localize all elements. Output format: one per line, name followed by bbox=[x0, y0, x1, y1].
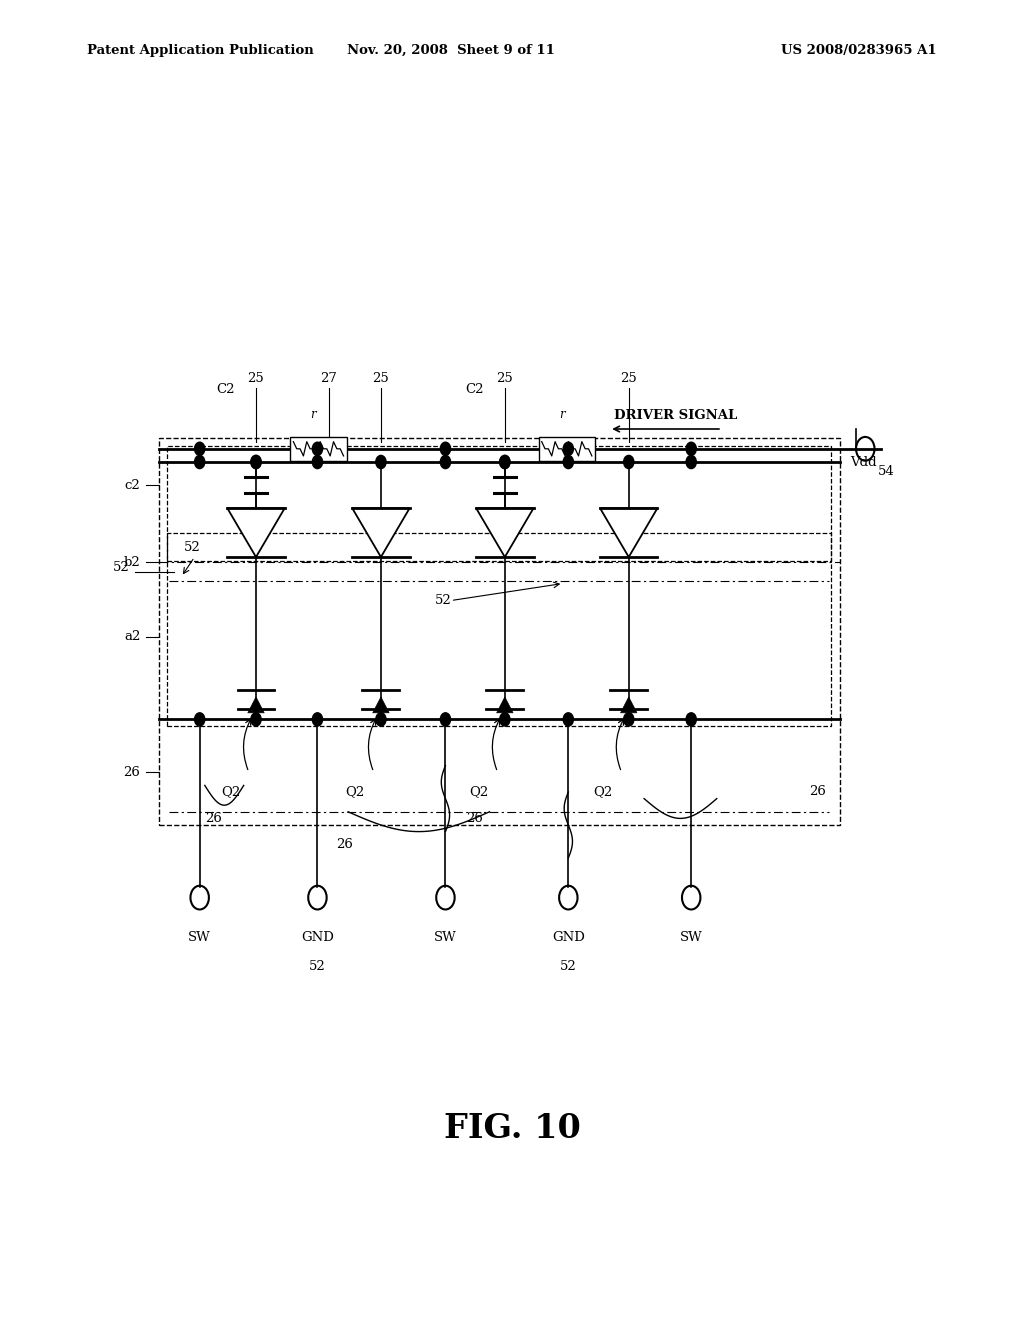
Text: r: r bbox=[559, 408, 564, 421]
Text: GND: GND bbox=[552, 931, 585, 944]
Text: DRIVER SIGNAL: DRIVER SIGNAL bbox=[614, 409, 737, 422]
Circle shape bbox=[195, 455, 205, 469]
Circle shape bbox=[376, 713, 386, 726]
Circle shape bbox=[251, 455, 261, 469]
Text: GND: GND bbox=[301, 931, 334, 944]
Text: c2: c2 bbox=[125, 479, 140, 491]
Text: C2: C2 bbox=[465, 383, 483, 396]
Bar bbox=[539, 437, 595, 461]
Polygon shape bbox=[621, 697, 637, 713]
Text: r: r bbox=[310, 408, 316, 421]
Circle shape bbox=[195, 442, 205, 455]
Circle shape bbox=[440, 713, 451, 726]
Circle shape bbox=[624, 455, 634, 469]
Text: 52: 52 bbox=[560, 960, 577, 973]
Text: US 2008/0283965 A1: US 2008/0283965 A1 bbox=[781, 44, 937, 57]
Circle shape bbox=[563, 442, 573, 455]
Text: 25: 25 bbox=[497, 372, 513, 385]
Text: Nov. 20, 2008  Sheet 9 of 11: Nov. 20, 2008 Sheet 9 of 11 bbox=[346, 44, 555, 57]
Polygon shape bbox=[476, 508, 534, 557]
Text: 25: 25 bbox=[621, 372, 637, 385]
Text: 54: 54 bbox=[878, 465, 894, 478]
Circle shape bbox=[563, 713, 573, 726]
Circle shape bbox=[251, 713, 261, 726]
Circle shape bbox=[376, 455, 386, 469]
Text: 52: 52 bbox=[114, 561, 130, 574]
Text: FIG. 10: FIG. 10 bbox=[443, 1111, 581, 1146]
Text: Patent Application Publication: Patent Application Publication bbox=[87, 44, 313, 57]
Circle shape bbox=[312, 442, 323, 455]
Text: 26: 26 bbox=[466, 812, 482, 825]
Polygon shape bbox=[227, 508, 285, 557]
Circle shape bbox=[500, 713, 510, 726]
Bar bbox=[167, 533, 831, 726]
Polygon shape bbox=[373, 697, 389, 713]
Circle shape bbox=[312, 455, 323, 469]
Circle shape bbox=[624, 713, 634, 726]
Text: 26: 26 bbox=[809, 785, 825, 799]
Text: C2: C2 bbox=[216, 383, 234, 396]
Circle shape bbox=[195, 713, 205, 726]
Text: 25: 25 bbox=[248, 372, 264, 385]
Circle shape bbox=[686, 713, 696, 726]
Circle shape bbox=[563, 455, 573, 469]
Text: Q2: Q2 bbox=[346, 785, 365, 799]
Text: SW: SW bbox=[188, 931, 211, 944]
Text: Q2: Q2 bbox=[470, 785, 488, 799]
Bar bbox=[159, 438, 840, 825]
Circle shape bbox=[686, 455, 696, 469]
Text: 26: 26 bbox=[124, 766, 140, 779]
Text: 26: 26 bbox=[336, 838, 352, 851]
Text: 52: 52 bbox=[184, 541, 201, 554]
Polygon shape bbox=[497, 697, 513, 713]
Text: b2: b2 bbox=[124, 556, 140, 569]
Text: Q2: Q2 bbox=[594, 785, 612, 799]
Circle shape bbox=[686, 442, 696, 455]
Text: SW: SW bbox=[434, 931, 457, 944]
Polygon shape bbox=[352, 508, 410, 557]
Circle shape bbox=[500, 455, 510, 469]
Polygon shape bbox=[248, 697, 264, 713]
Circle shape bbox=[312, 713, 323, 726]
Text: a2: a2 bbox=[124, 631, 140, 643]
Text: 52: 52 bbox=[309, 960, 326, 973]
Text: 25: 25 bbox=[373, 372, 389, 385]
Circle shape bbox=[440, 442, 451, 455]
Text: SW: SW bbox=[680, 931, 702, 944]
Circle shape bbox=[500, 455, 510, 469]
Circle shape bbox=[251, 455, 261, 469]
Circle shape bbox=[440, 455, 451, 469]
Bar bbox=[167, 446, 831, 561]
Text: 52: 52 bbox=[435, 594, 452, 607]
Text: Vdd: Vdd bbox=[850, 455, 877, 469]
Polygon shape bbox=[600, 508, 657, 557]
Text: Q2: Q2 bbox=[221, 785, 240, 799]
Text: 26: 26 bbox=[205, 812, 221, 825]
Text: 27: 27 bbox=[321, 372, 337, 385]
Bar bbox=[291, 437, 346, 461]
